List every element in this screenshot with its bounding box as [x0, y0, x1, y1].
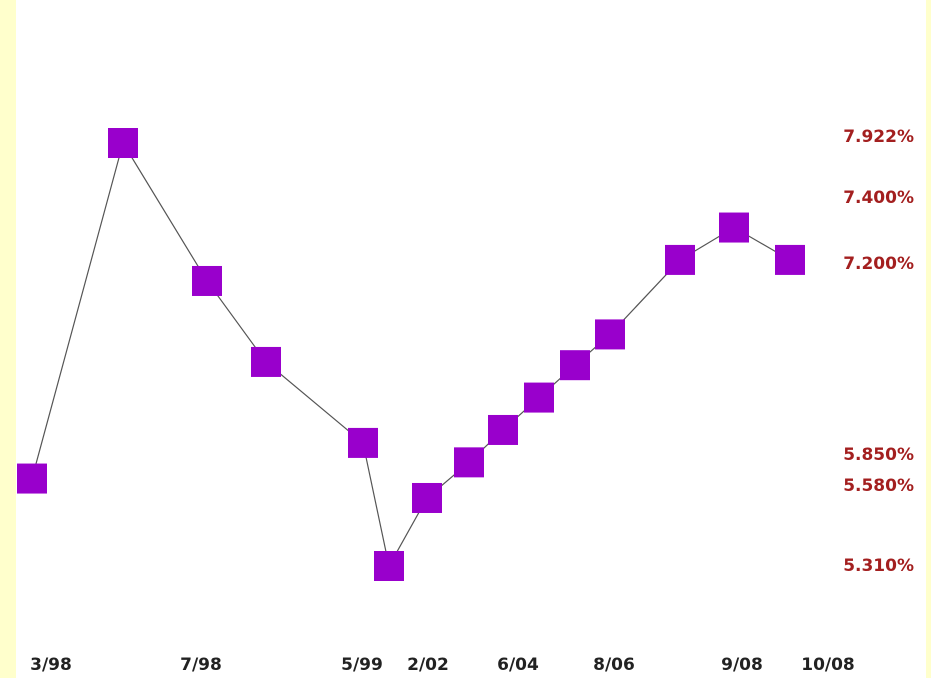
- x-tick-label: 10/08: [801, 655, 855, 675]
- data-point-marker: [775, 244, 805, 275]
- data-point-marker: [719, 212, 749, 243]
- x-tick-label: 7/98: [180, 655, 222, 675]
- x-tick-label: 2/02: [407, 655, 449, 675]
- data-point-marker: [108, 128, 138, 158]
- y-tick-label: 7.400%: [843, 188, 914, 208]
- data-point-marker: [524, 382, 554, 413]
- x-tick-label: 9/08: [721, 655, 763, 675]
- x-tick-label: 5/99: [341, 655, 383, 675]
- chart-area: 7.922% 7.400% 7.200% 5.850% 5.580% 5.310…: [16, 0, 926, 678]
- data-point-marker: [560, 350, 590, 381]
- data-point-marker: [348, 427, 378, 458]
- y-tick-label: 5.310%: [843, 556, 914, 576]
- data-point-marker: [192, 265, 222, 296]
- y-tick-label: 5.580%: [843, 476, 914, 496]
- data-point-marker: [488, 414, 518, 445]
- x-tick-label: 6/04: [497, 655, 539, 675]
- y-tick-label: 7.200%: [843, 254, 914, 274]
- series-line: [31, 141, 791, 568]
- y-tick-label: 5.850%: [843, 445, 914, 465]
- data-point-marker: [17, 463, 47, 494]
- data-point-marker: [374, 551, 404, 581]
- x-tick-label: 8/06: [593, 655, 635, 675]
- data-point-marker: [412, 482, 442, 513]
- data-point-marker: [454, 447, 484, 478]
- data-point-marker: [251, 346, 281, 377]
- y-tick-label: 7.922%: [843, 127, 914, 147]
- x-tick-label: 3/98: [30, 655, 72, 675]
- data-point-marker: [595, 319, 625, 350]
- data-point-marker: [665, 244, 695, 275]
- line-chart: [17, 128, 805, 581]
